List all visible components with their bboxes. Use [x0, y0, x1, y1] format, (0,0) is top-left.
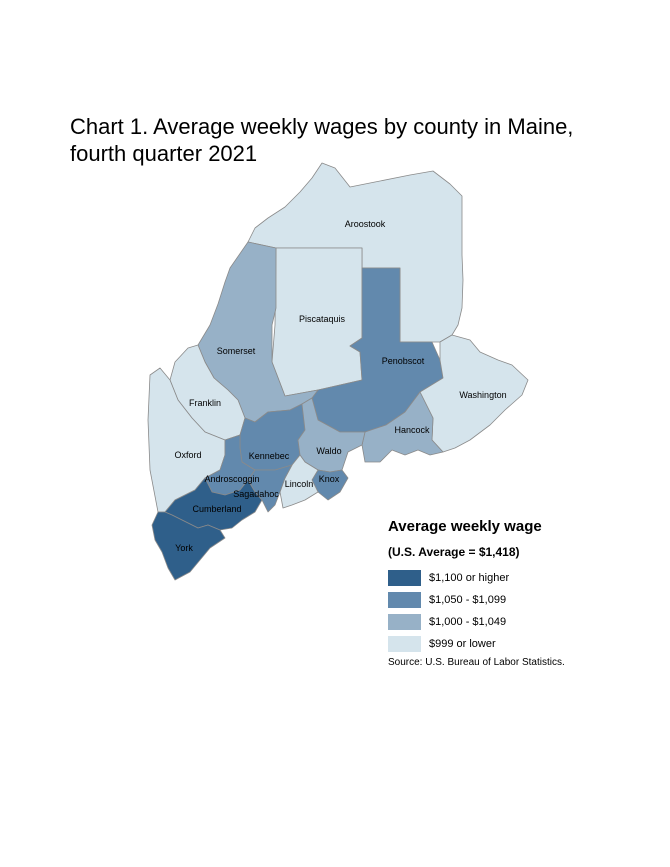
legend-label: $1,000 - $1,049 [429, 616, 507, 628]
county-label-york: York [175, 543, 193, 553]
county-label-franklin: Franklin [189, 398, 221, 408]
county-label-androscoggin: Androscoggin [204, 474, 259, 484]
source-note: Source: U.S. Bureau of Labor Statistics. [388, 657, 565, 668]
legend-label: $1,050 - $1,099 [429, 594, 507, 606]
county-label-lincoln: Lincoln [285, 479, 314, 489]
legend-item: $1,000 - $1,049 [388, 611, 658, 633]
legend-swatch [388, 570, 421, 586]
legend-item: $1,050 - $1,099 [388, 589, 658, 611]
county-label-knox: Knox [319, 474, 340, 484]
legend-swatch [388, 614, 421, 630]
legend-swatch [388, 636, 421, 652]
county-york [151, 511, 226, 581]
county-label-waldo: Waldo [316, 446, 341, 456]
legend-item: $1,100 or higher [388, 567, 658, 589]
county-label-somerset: Somerset [217, 346, 256, 356]
county-label-piscataquis: Piscataquis [299, 314, 346, 324]
legend-item: $999 or lower [388, 633, 658, 655]
map-title: Chart 1. Average weekly wages by county … [70, 113, 670, 167]
county-label-washington: Washington [459, 390, 506, 400]
legend-subtitle: (U.S. Average = $1,418) [388, 545, 520, 559]
county-polygons [147, 162, 529, 581]
county-label-oxford: Oxford [174, 450, 201, 460]
legend-title: Average weekly wage [388, 518, 542, 535]
legend-label: $999 or lower [429, 638, 496, 650]
legend-swatch [388, 592, 421, 608]
county-label-cumberland: Cumberland [192, 504, 241, 514]
map-title-line-1: Chart 1. Average weekly wages by county … [70, 114, 574, 139]
county-label-penobscot: Penobscot [382, 356, 425, 366]
county-label-aroostook: Aroostook [345, 219, 386, 229]
county-label-hancock: Hancock [394, 425, 430, 435]
county-labels: Aroostook Piscataquis Penobscot Somerset Was… [174, 219, 506, 553]
county-label-kennebec: Kennebec [249, 451, 290, 461]
county-hancock [361, 391, 444, 463]
county-label-sagadahoc: Sagadahoc [233, 489, 279, 499]
legend: Average weekly wage (U.S. Average = $1,4… [388, 518, 658, 668]
legend-label: $1,100 or higher [429, 572, 510, 584]
map-title-line-2: fourth quarter 2021 [70, 141, 258, 166]
